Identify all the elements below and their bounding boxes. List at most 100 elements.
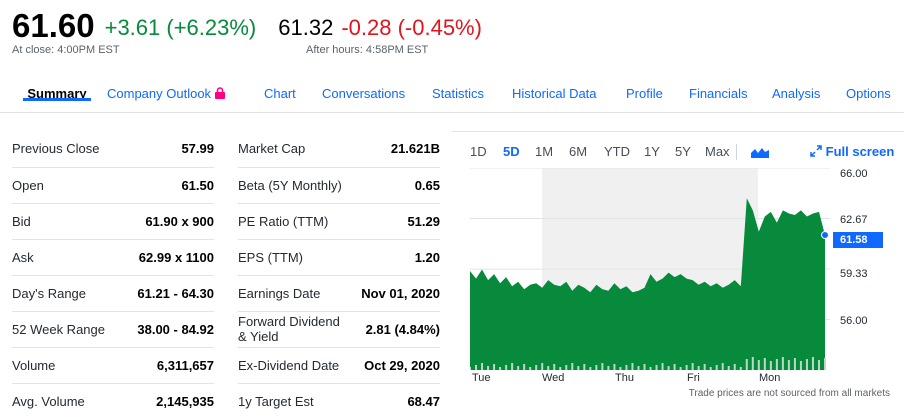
current-price: 61.60 bbox=[12, 7, 95, 44]
volume-bar bbox=[541, 363, 544, 370]
volume-bar bbox=[547, 366, 550, 370]
tab-historical-data[interactable]: Historical Data bbox=[512, 86, 597, 101]
table-row: Beta (5Y Monthly) 0.65 bbox=[238, 167, 440, 204]
volume-bar bbox=[805, 359, 808, 370]
stat-value: Oct 29, 2020 bbox=[348, 347, 440, 384]
stat-value: 6,311,657 bbox=[122, 347, 214, 384]
volume-bar bbox=[685, 365, 688, 370]
volume-bar bbox=[595, 365, 598, 370]
stat-label: Open bbox=[12, 167, 123, 204]
range-1y[interactable]: 1Y bbox=[644, 144, 660, 159]
range-max[interactable]: Max bbox=[705, 144, 730, 159]
volume-bar bbox=[817, 360, 820, 370]
volume-bar bbox=[637, 366, 640, 370]
tab-conversations[interactable]: Conversations bbox=[322, 86, 406, 101]
table-row: Earnings Date Nov 01, 2020 bbox=[238, 275, 440, 312]
table-row: Ex-Dividend Date Oct 29, 2020 bbox=[238, 347, 440, 384]
table-row: PE Ratio (TTM) 51.29 bbox=[238, 203, 440, 240]
volume-bar bbox=[571, 363, 574, 370]
y-tick-label: 66.00 bbox=[840, 168, 868, 180]
tab-company-outlook-label: Company Outlook bbox=[107, 86, 212, 101]
volume-bar bbox=[697, 366, 700, 370]
stat-label: Market Cap bbox=[238, 131, 348, 168]
y-tick-label: 59.33 bbox=[840, 268, 868, 280]
volume-bar bbox=[775, 359, 778, 370]
range-1d[interactable]: 1D bbox=[470, 144, 487, 159]
stat-value: 68.47 bbox=[407, 393, 440, 409]
tab-chart[interactable]: Chart bbox=[264, 86, 296, 101]
volume-bar bbox=[565, 365, 568, 370]
tab-financials[interactable]: Financials bbox=[689, 86, 748, 101]
current-price-tag: 61.58 bbox=[833, 232, 883, 248]
tab-analysis[interactable]: Analysis bbox=[772, 86, 821, 101]
volume-bar bbox=[607, 366, 610, 370]
volume-bar bbox=[613, 364, 616, 370]
after-hours-change: -0.28 (-0.45%) bbox=[341, 15, 482, 40]
volume-bar bbox=[691, 363, 694, 370]
x-tick-label: Tue bbox=[472, 372, 491, 384]
stat-label: Bid bbox=[12, 203, 123, 240]
volume-bar bbox=[769, 361, 772, 370]
volume-bar bbox=[553, 364, 556, 370]
volume-bar bbox=[499, 367, 502, 370]
table-row: Forward Dividend & Yield 2.81 (4.84%) bbox=[238, 311, 440, 348]
price-area-series bbox=[470, 198, 825, 370]
volume-bar bbox=[745, 359, 748, 370]
stat-label: Avg. Volume bbox=[12, 393, 85, 409]
volume-bar bbox=[703, 364, 706, 370]
volume-bar bbox=[709, 367, 712, 370]
volume-bar bbox=[781, 357, 784, 370]
table-row: Market Cap 21.621B bbox=[238, 131, 440, 168]
tab-company-outlook[interactable]: Company Outlook bbox=[107, 78, 226, 101]
full-screen-button[interactable]: Full screen bbox=[810, 144, 894, 159]
range-5d[interactable]: 5D bbox=[503, 144, 520, 159]
stat-label: Ask bbox=[12, 239, 123, 276]
stat-value: 61.90 x 900 bbox=[122, 203, 214, 240]
volume-bar bbox=[481, 363, 484, 370]
table-row: Avg. Volume 2,145,935 bbox=[12, 383, 214, 419]
tab-profile[interactable]: Profile bbox=[626, 86, 663, 101]
volume-bar bbox=[655, 365, 658, 370]
stat-value: 1.20 bbox=[348, 239, 440, 276]
stat-value: 0.65 bbox=[348, 167, 440, 204]
tab-statistics[interactable]: Statistics bbox=[432, 86, 485, 101]
volume-bar bbox=[583, 364, 586, 370]
stat-value: 51.29 bbox=[348, 203, 440, 240]
x-tick-label: Thu bbox=[615, 372, 634, 384]
y-tick-label: 56.00 bbox=[840, 315, 868, 327]
volume-bar bbox=[643, 364, 646, 370]
x-tick-label: Fri bbox=[687, 372, 700, 384]
stat-label: Beta (5Y Monthly) bbox=[238, 167, 348, 204]
lock-icon bbox=[215, 87, 226, 99]
tab-options[interactable]: Options bbox=[846, 86, 891, 101]
range-5y[interactable]: 5Y bbox=[675, 144, 691, 159]
table-row: Previous Close 57.99 bbox=[12, 131, 214, 168]
volume-bar bbox=[619, 367, 622, 370]
stat-label: Previous Close bbox=[12, 131, 123, 168]
after-hours-price: 61.32 bbox=[278, 15, 334, 40]
volume-bar bbox=[529, 367, 532, 370]
tabs-divider bbox=[0, 112, 904, 113]
quote-tabs: Summary Company Outlook Chart Conversati… bbox=[12, 78, 904, 112]
current-price-marker bbox=[821, 230, 829, 239]
quote-header: 61.60 +3.61 (+6.23%) 61.32 -0.28 (-0.45%… bbox=[12, 8, 482, 48]
stat-label: EPS (TTM) bbox=[238, 239, 348, 276]
range-1m[interactable]: 1M bbox=[535, 144, 554, 159]
price-area-chart bbox=[470, 168, 830, 370]
tab-summary[interactable]: Summary bbox=[23, 78, 91, 101]
stat-value: Nov 01, 2020 bbox=[348, 275, 440, 312]
x-tick-label: Wed bbox=[542, 372, 565, 384]
x-tick-label: Mon bbox=[759, 372, 781, 384]
price-change: +3.61 (+6.23%) bbox=[104, 15, 257, 40]
volume-bar bbox=[475, 365, 478, 370]
volume-bar bbox=[763, 358, 766, 370]
range-6m[interactable]: 6M bbox=[569, 144, 588, 159]
chart-type-icon[interactable] bbox=[751, 146, 769, 158]
range-ytd[interactable]: YTD bbox=[604, 144, 630, 159]
volume-bar bbox=[505, 365, 508, 370]
volume-bar bbox=[811, 357, 814, 370]
volume-bar bbox=[727, 366, 730, 370]
stat-value: 21.621B bbox=[348, 131, 440, 168]
stat-label: Volume bbox=[12, 347, 123, 384]
volume-bar bbox=[625, 365, 628, 370]
